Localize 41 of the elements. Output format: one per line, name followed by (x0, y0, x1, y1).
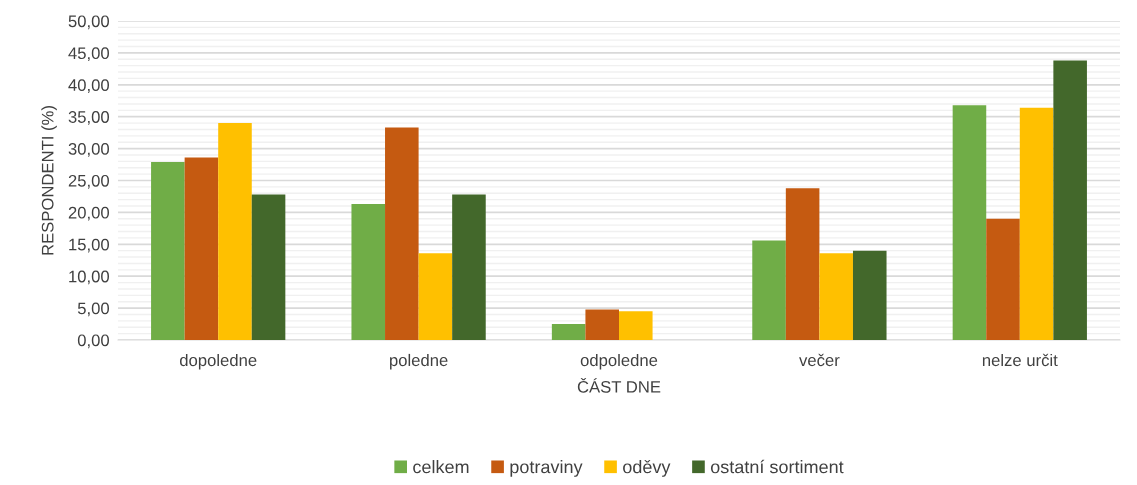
bar (819, 253, 853, 340)
y-tick-label: 40,00 (68, 79, 110, 93)
bar (986, 218, 1020, 340)
bar (251, 194, 286, 340)
y-tick-label: 10,00 (69, 270, 110, 285)
y-tick-label: 0,00 (77, 334, 110, 349)
legend-label: oděvy (623, 459, 671, 477)
bar (551, 324, 586, 340)
legend-label: celkem (413, 460, 469, 474)
y-tick-label: 20,00 (68, 206, 110, 221)
x-tick-label: večer (799, 353, 840, 367)
bar (785, 188, 820, 340)
bar (385, 127, 419, 340)
y-tick-label: 45,00 (68, 47, 110, 62)
bar (585, 309, 619, 340)
y-tick-label: 30,00 (68, 143, 110, 157)
y-tick-label: 15,00 (69, 238, 110, 253)
bar (184, 157, 219, 340)
x-tick-label: poledne (390, 353, 448, 370)
bar (952, 105, 987, 340)
bar (852, 250, 887, 340)
y-tick-label: 25,00 (68, 174, 110, 189)
y-tick-label: 35,00 (68, 111, 110, 125)
y-axis-title: RESPONDENTI (%) (41, 106, 57, 255)
x-tick-label: odpoledne (580, 353, 658, 370)
x-tick-label: dopoledne (179, 353, 257, 370)
bar (619, 311, 653, 340)
bar (151, 162, 185, 340)
y-tick-label: 5,00 (77, 302, 110, 317)
y-tick-label: 50,00 (68, 15, 110, 30)
bar (218, 123, 252, 340)
legend-label: potraviny (510, 460, 583, 477)
legend-label: ostatní sortiment (710, 459, 844, 474)
bar (1053, 60, 1087, 340)
x-axis-title: ČÁST DNE (577, 378, 661, 393)
bar (1019, 107, 1054, 340)
bar (452, 194, 486, 340)
bar (752, 240, 786, 340)
x-tick-label: nelze určit (982, 353, 1058, 367)
bar (351, 204, 386, 340)
bar (418, 253, 453, 340)
